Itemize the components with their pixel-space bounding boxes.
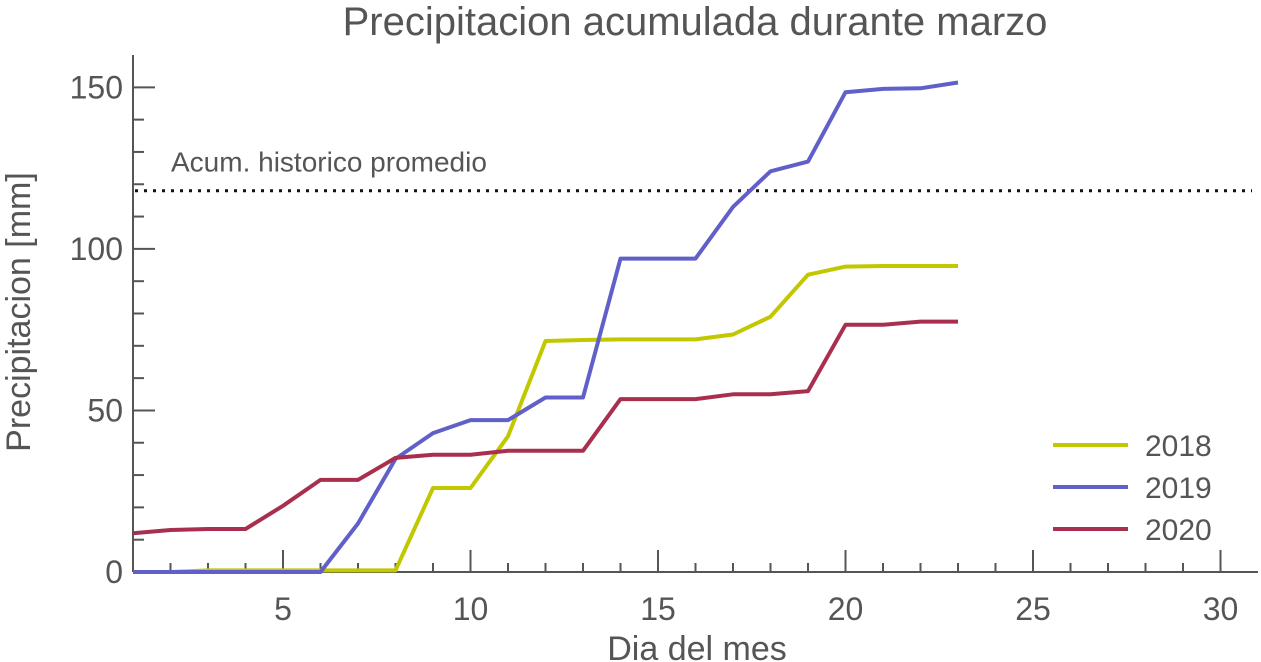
y-tick-label: 0 — [105, 554, 123, 590]
reference-line-group: Acum. historico promedio — [135, 147, 1252, 193]
chart-title: Precipitacion acumulada durante marzo — [343, 0, 1048, 44]
series-line-2020 — [132, 319, 958, 536]
x-axis-label: Dia del mes — [607, 630, 787, 662]
legend-label-2019: 2019 — [1145, 472, 1212, 505]
historical-average-label: Acum. historico promedio — [171, 147, 487, 178]
series-group — [132, 80, 959, 574]
y-tick-label: 100 — [70, 231, 123, 267]
series-line-2019 — [133, 80, 959, 574]
x-tick-label: 25 — [1015, 591, 1051, 627]
legend: 2018 2019 2020 — [1053, 430, 1212, 547]
y-axis-label: Precipitacion [mm] — [0, 172, 38, 452]
x-tick-label: 20 — [828, 591, 864, 627]
x-tick-label: 5 — [274, 591, 292, 627]
y-tick-label: 50 — [87, 392, 123, 428]
series-line-2018 — [133, 264, 958, 574]
y-tick-label: 150 — [70, 69, 123, 105]
x-tick-label: 10 — [453, 591, 489, 627]
legend-label-2020: 2020 — [1145, 514, 1212, 547]
legend-label-2018: 2018 — [1145, 430, 1212, 463]
axes: 0 50 100 150 5 10 15 20 25 30 — [70, 55, 1258, 627]
x-tick-label: 30 — [1203, 591, 1239, 627]
x-tick-label: 15 — [640, 591, 676, 627]
